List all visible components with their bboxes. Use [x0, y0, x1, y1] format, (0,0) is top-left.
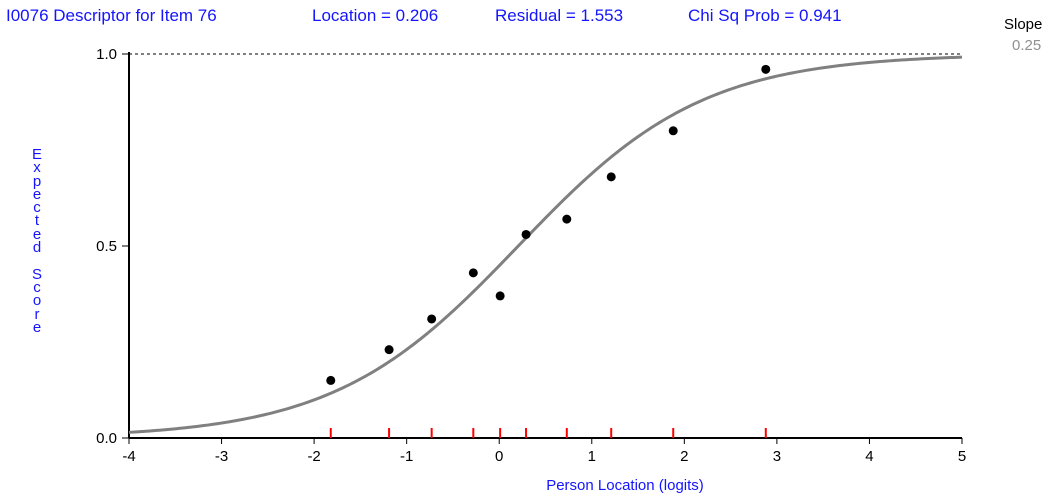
observed-point	[606, 172, 616, 182]
observed-point	[384, 345, 394, 355]
slope-label: Slope	[1004, 16, 1043, 33]
expected-score-curve	[128, 55, 963, 434]
y-axis-label-letter: E	[31, 146, 42, 163]
y-tick-label: 1.0	[96, 46, 117, 63]
y-axis-label-letter: o	[32, 292, 42, 310]
chart-header: I0076 Descriptor for Item 76 Location = …	[6, 6, 906, 28]
y-axis-label-letter: d	[32, 239, 42, 257]
x-tick-label: 3	[773, 448, 781, 465]
observed-point	[668, 126, 678, 136]
observed-point	[761, 64, 771, 74]
observed-point	[326, 375, 336, 385]
residual-stat: Residual = 1.553	[495, 6, 624, 25]
y-tick-label: 0.5	[96, 238, 117, 255]
x-tick-label: 5	[958, 448, 966, 465]
y-axis-label-letter: S	[31, 265, 42, 283]
y-axis-label-letter: c	[33, 199, 41, 217]
x-tick-label: 2	[680, 448, 688, 465]
x-tick-label: -3	[215, 448, 228, 465]
x-tick-label: 4	[865, 448, 873, 465]
y-axis-label-letter: r	[34, 305, 40, 323]
x-tick-label: -1	[400, 448, 413, 465]
y-axis-label-letter: e	[32, 318, 42, 336]
x-tick-label: -2	[307, 448, 320, 465]
x-tick-label: -4	[122, 448, 135, 465]
x-axis-label: Person Location (logits)	[546, 477, 704, 494]
y-axis-label-letter: e	[32, 225, 42, 243]
location-stat: Location = 0.206	[312, 6, 439, 25]
y-axis-label-letter: e	[32, 185, 42, 203]
y-tick-label: 0.0	[96, 430, 117, 447]
observed-point	[427, 314, 437, 324]
y-axis-label-letter: c	[33, 278, 41, 296]
item-title: I0076 Descriptor for Item 76	[6, 6, 217, 25]
y-axis-label-letter: x	[33, 159, 41, 177]
chisq-stat: Chi Sq Prob = 0.941	[688, 6, 842, 25]
observed-point	[468, 268, 478, 278]
observed-point	[521, 229, 531, 239]
y-axis-label-letter: p	[32, 172, 42, 190]
slope-value: 0.25	[1012, 37, 1042, 54]
y-axis-label-letter: t	[34, 212, 40, 230]
observed-point	[562, 214, 572, 224]
x-tick-label: 1	[588, 448, 596, 465]
observed-point	[495, 291, 505, 301]
x-tick-label: 0	[495, 448, 503, 465]
